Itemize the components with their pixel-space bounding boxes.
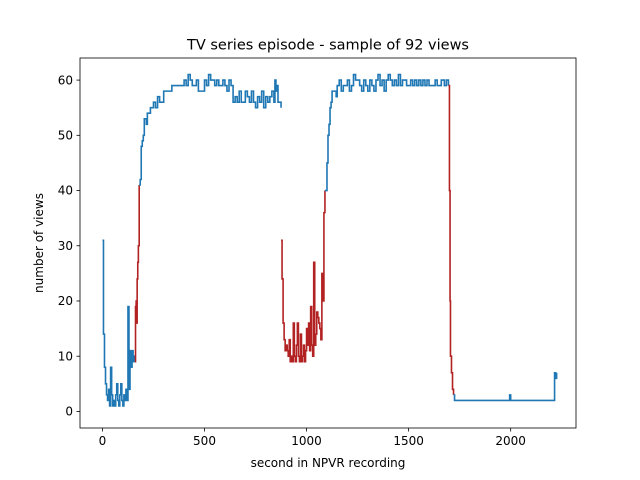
x-tick-label: 2000	[495, 434, 526, 448]
x-axis: 0 500 1000 1500 2000	[99, 428, 526, 448]
y-axis: 0 10 20 30 40 50 60	[58, 73, 80, 419]
series-layer	[102, 73, 558, 407]
y-tick-label: 0	[65, 405, 73, 419]
series-segment-6-highlight	[448, 84, 455, 395]
series-segment-4-highlight	[281, 190, 326, 363]
x-tick-label: 1500	[393, 434, 424, 448]
series-segment-7-normal	[453, 371, 558, 402]
series-segment-1-normal	[102, 239, 136, 407]
series-segment-2-highlight	[134, 185, 140, 363]
y-tick-label: 30	[58, 239, 73, 253]
y-tick-label: 10	[58, 349, 73, 363]
series-segment-3-normal	[139, 73, 282, 186]
chart-title: TV series episode - sample of 92 views	[186, 38, 469, 54]
x-tick-label: 500	[193, 434, 216, 448]
x-tick-label: 1000	[291, 434, 322, 448]
y-tick-label: 40	[58, 184, 73, 198]
y-tick-label: 50	[58, 129, 73, 143]
plot-frame	[79, 57, 577, 429]
series-segment-5-normal	[324, 73, 450, 192]
x-tick-label: 0	[99, 434, 107, 448]
y-tick-label: 60	[58, 73, 73, 87]
x-axis-label: second in NPVR recording	[251, 456, 406, 470]
y-axis-label: number of views	[32, 193, 46, 293]
y-tick-label: 20	[58, 294, 73, 308]
